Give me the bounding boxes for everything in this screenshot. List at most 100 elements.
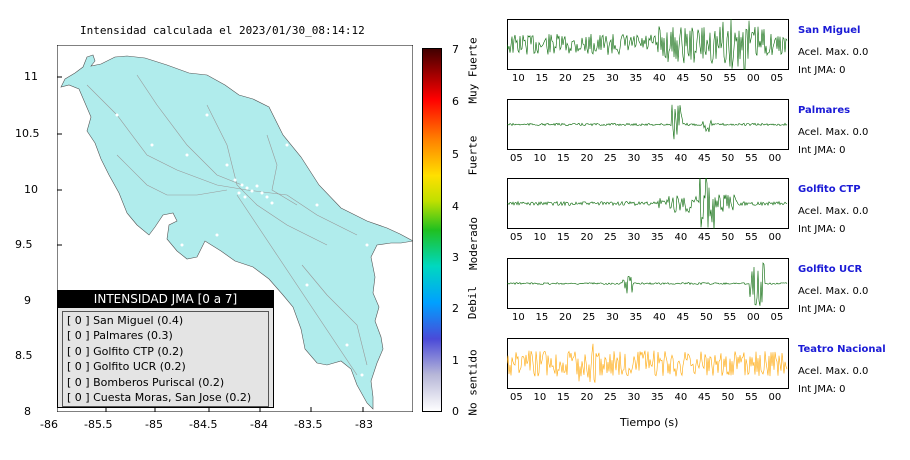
waveform-tick: 05 <box>770 73 784 84</box>
legend-item: [ 0 ] Bomberos Puriscal (0.2) <box>67 375 225 389</box>
waveform-tick: 10 <box>533 392 547 403</box>
waveform-tick: 15 <box>535 312 549 323</box>
waveform-tick: 55 <box>745 153 758 164</box>
waveform-tick: 15 <box>557 392 570 403</box>
map-xtick: -85.5 <box>84 418 113 431</box>
station-name: Palmares <box>798 105 851 116</box>
waveform-tick: 00 <box>747 73 760 84</box>
map-ytick: 8.5 <box>15 349 33 362</box>
waveform-tick: 50 <box>721 392 735 403</box>
waveform-tick: 20 <box>580 392 594 403</box>
legend-item: [ 0 ] Palmares (0.3) <box>67 329 173 343</box>
waveform-tick: 40 <box>674 392 688 403</box>
waveform-tick: 00 <box>768 153 782 164</box>
map-title: Intensidad calculada el 2023/01/30_08:14… <box>80 24 365 37</box>
waveform-tick: 35 <box>651 232 664 243</box>
station-intensity: Int JMA: 0 <box>798 65 846 76</box>
time-axis-label: Tiempo (s) <box>620 416 679 429</box>
waveform-panel <box>507 19 789 70</box>
station-intensity: Int JMA: 0 <box>798 224 846 235</box>
station-intensity: Int JMA: 0 <box>798 145 846 156</box>
waveform-tick: 35 <box>651 153 664 164</box>
waveform-tick: 05 <box>510 232 523 243</box>
station-accel: Acel. Max. 0.0 <box>798 366 869 377</box>
station-accel: Acel. Max. 0.0 <box>798 127 869 138</box>
waveform-tick: 00 <box>768 392 782 403</box>
colorbar-label-muy-fuerte: Muy Fuerte <box>466 36 480 104</box>
station-intensity: Int JMA: 0 <box>798 384 846 395</box>
map-ytick: 9.5 <box>15 238 33 251</box>
waveform-tick: 15 <box>557 232 570 243</box>
waveform-tick: 45 <box>676 73 690 84</box>
waveform-tick: 00 <box>747 312 760 323</box>
map-ytick: 8 <box>24 405 31 418</box>
waveform-tick: 00 <box>768 232 782 243</box>
waveform-tick: 50 <box>700 73 713 84</box>
map-xtick: -84 <box>250 418 268 431</box>
station-accel: Acel. Max. 0.0 <box>798 47 869 58</box>
waveform-tick: 25 <box>604 232 617 243</box>
waveform-trace <box>507 19 788 70</box>
map-xtick: -83 <box>355 418 373 431</box>
waveform-tick: 40 <box>674 232 688 243</box>
waveform-tick: 30 <box>606 73 619 84</box>
legend-title: INTENSIDAD JMA [0 a 7] <box>58 291 273 308</box>
waveform-tick: 25 <box>604 153 617 164</box>
waveform-tick: 55 <box>723 312 737 323</box>
waveform-trace <box>507 104 788 140</box>
waveform-tick: 10 <box>533 232 547 243</box>
waveform-tick: 35 <box>629 73 643 84</box>
station-accel: Acel. Max. 0.0 <box>798 286 869 297</box>
legend-item: [ 0 ] Golfito UCR (0.2) <box>67 360 186 374</box>
waveform-tick: 50 <box>721 232 735 243</box>
waveform-tick: 55 <box>745 232 758 243</box>
intensity-colorbar <box>422 48 442 412</box>
waveform-tick: 50 <box>721 153 735 164</box>
colorbar-label-fuerte: Fuerte <box>466 135 480 175</box>
waveform-tick: 20 <box>559 73 572 84</box>
colorbar-tick: 4 <box>452 200 459 213</box>
map-ytick: 10 <box>24 183 38 196</box>
waveform-tick: 35 <box>651 392 664 403</box>
waveform-tick: 05 <box>510 153 523 164</box>
colorbar-label-no-sentido: No sentido <box>466 348 480 416</box>
waveform-tick: 25 <box>582 312 596 323</box>
waveform-tick: 50 <box>700 312 713 323</box>
colorbar-tick: 6 <box>452 95 459 108</box>
colorbar-label-moderado: Moderado <box>466 216 480 270</box>
waveform-panel <box>507 99 789 150</box>
waveform-tick: 45 <box>698 232 711 243</box>
waveform-tick: 15 <box>535 73 549 84</box>
legend-item: [ 0 ] San Miguel (0.4) <box>67 314 184 327</box>
station-name: San Miguel <box>798 25 861 36</box>
station-intensity: Int JMA: 0 <box>798 304 846 315</box>
station-name: Golfito CTP <box>798 184 861 195</box>
station-dots <box>115 113 369 377</box>
waveform-tick: 55 <box>723 73 737 84</box>
waveform-trace <box>507 178 788 229</box>
waveform-tick: 05 <box>510 392 523 403</box>
station-accel: Acel. Max. 0.0 <box>798 206 869 217</box>
colorbar-tick: 0 <box>452 405 459 418</box>
waveform-tick: 05 <box>770 312 784 323</box>
waveform-panel <box>507 178 789 229</box>
waveform-tick: 10 <box>512 73 525 84</box>
waveform-tick: 30 <box>606 312 619 323</box>
legend-list: [ 0 ] San Miguel (0.4) [ 0 ] Palmares (0… <box>62 311 269 408</box>
waveform-tick: 55 <box>745 392 758 403</box>
waveform-tick: 20 <box>559 312 572 323</box>
waveform-panel <box>507 258 789 309</box>
waveform-tick: 45 <box>698 392 711 403</box>
waveform-trace <box>507 343 788 383</box>
colorbar-tick: 1 <box>452 354 459 367</box>
colorbar-tick: 7 <box>452 43 459 56</box>
map-ytick: 9 <box>24 294 31 307</box>
waveform-tick: 40 <box>653 312 666 323</box>
waveform-tick: 30 <box>627 153 641 164</box>
map-xtick: -83.5 <box>294 418 323 431</box>
waveform-tick: 35 <box>629 312 643 323</box>
waveform-tick: 30 <box>627 392 641 403</box>
costa-rica-land <box>60 54 413 410</box>
map-xtick: -85 <box>145 418 163 431</box>
map-ytick: 11 <box>24 70 38 83</box>
